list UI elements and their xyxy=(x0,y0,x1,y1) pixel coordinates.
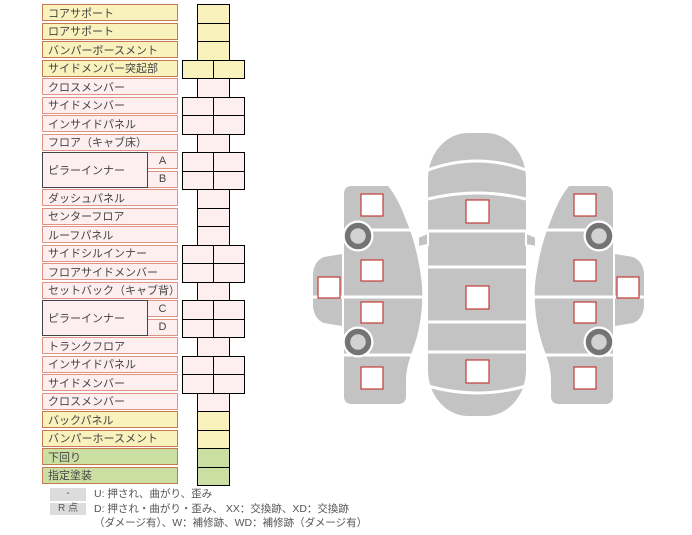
part-label: サイドメンバー xyxy=(42,374,178,391)
car-top-view xyxy=(417,133,537,416)
part-label: クロスメンバー xyxy=(42,78,178,95)
part-label: インサイドパネル xyxy=(42,115,178,132)
part-label: インサイドパネル xyxy=(42,355,178,373)
part-row-group: ピラーインナー A B xyxy=(42,152,178,188)
legend-row-cont: （ダメージ有）、W：補修跡、WD：補修跡（ダメージ有） xyxy=(50,517,367,531)
part-label: サイドシルインナー xyxy=(42,244,178,262)
part-label: バンパーホースメント xyxy=(42,429,178,447)
legend-text-u: U: 押され、曲がり、歪み xyxy=(94,488,213,500)
part-label: ピラーインナー xyxy=(42,152,148,188)
left-outer-panel-cell[interactable] xyxy=(317,276,341,299)
left-front-door-cell[interactable] xyxy=(360,259,384,282)
part-label: ロアサポート xyxy=(42,22,178,40)
damage-cell-row xyxy=(182,300,248,320)
damage-cell-row xyxy=(182,318,248,338)
legend-row-u: - U: 押され、曲がり、歪み xyxy=(50,488,367,502)
part-label: ピラーインナー xyxy=(42,300,148,336)
part-sub-label: C xyxy=(148,300,178,317)
parts-label-column: コアサポート ロアサポート バンパーボースメント サイドメンバー突起部 クロスメンバーサ… xyxy=(42,4,180,485)
right-rear-fender-cell[interactable] xyxy=(573,366,597,390)
left-rear-fender-cell[interactable] xyxy=(360,366,384,390)
right-mirror-icon xyxy=(525,231,537,249)
right-rear-door-cell[interactable] xyxy=(573,301,597,324)
center-roof-cell[interactable] xyxy=(465,285,490,310)
damage-cell-row xyxy=(182,466,248,486)
part-label: コアサポート xyxy=(42,4,178,21)
legend: - U: 押され、曲がり、歪み R 点 D: 押され・曲がり・歪み、 XX：交換… xyxy=(50,488,367,532)
part-label: クロスメンバー xyxy=(42,392,178,410)
right-outer-panel-cell[interactable] xyxy=(616,276,640,299)
part-label: ルーフパネル xyxy=(42,226,178,243)
center-rear-cell[interactable] xyxy=(465,359,490,384)
part-label: フロアサイドメンバー xyxy=(42,263,178,280)
left-front-fender-cell[interactable] xyxy=(360,193,384,217)
damage-table-cell[interactable] xyxy=(197,466,230,486)
part-label: セットバック（キャブ背） xyxy=(42,281,180,299)
part-label: サイドメンバー xyxy=(42,96,178,114)
part-label: サイドメンバー突起部 xyxy=(42,59,178,77)
damage-cell-row xyxy=(182,263,248,283)
parts-cell-column xyxy=(182,4,248,486)
part-label: フロア（キャブ床） xyxy=(42,133,178,151)
right-front-fender-cell[interactable] xyxy=(573,193,597,217)
part-sub-label: B xyxy=(148,170,178,188)
legend-badge-dash: - xyxy=(50,488,86,501)
damage-cell-row xyxy=(182,59,248,79)
part-label: 下回り xyxy=(42,448,178,465)
part-label: バンパーボースメント xyxy=(42,41,178,58)
part-label: トランクフロア xyxy=(42,337,178,354)
left-mirror-icon xyxy=(417,231,429,249)
part-sub-label: A xyxy=(148,152,178,169)
legend-text-cont: （ダメージ有）、W：補修跡、WD：補修跡（ダメージ有） xyxy=(94,517,368,529)
right-front-door-cell[interactable] xyxy=(573,259,597,282)
part-label: ダッシュパネル xyxy=(42,189,178,206)
center-front-cell[interactable] xyxy=(465,199,490,224)
part-label: 指定塗装 xyxy=(42,466,178,484)
part-sub-label: D xyxy=(148,318,178,336)
part-row-group: ピラーインナー C D xyxy=(42,300,178,336)
damage-cell-row xyxy=(182,374,248,394)
legend-row-d: R 点 D: 押され・曲がり・歪み、 XX：交換跡、XD：交換跡 xyxy=(50,502,367,517)
legend-text-d: D: 押され・曲がり・歪み、 XX：交換跡、XD：交換跡 xyxy=(94,502,349,515)
left-rear-door-cell[interactable] xyxy=(360,301,384,324)
part-label: バックパネル xyxy=(42,411,178,428)
legend-badge-rpoint: R 点 xyxy=(50,502,86,515)
part-label: センターフロア xyxy=(42,207,178,225)
